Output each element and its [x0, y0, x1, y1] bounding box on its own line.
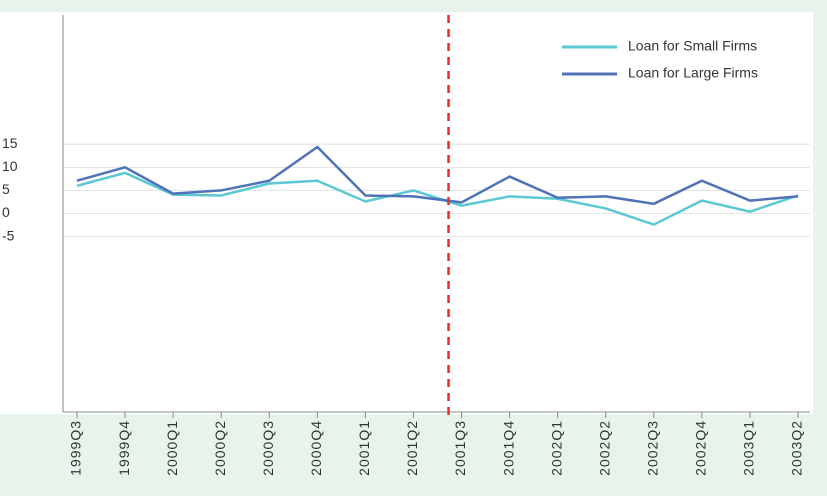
x-tick-label: 2002Q1 — [548, 420, 564, 476]
series-line — [76, 145, 799, 206]
legend-label: Loan for Small Firms — [628, 38, 757, 54]
x-tick-label: 1999Q3 — [68, 420, 84, 476]
x-tick-label: 2002Q4 — [693, 420, 709, 476]
x-tick-label: 2003Q2 — [789, 420, 805, 476]
x-tick-label: 2002Q3 — [645, 420, 661, 476]
x-tick-label: 2001Q2 — [404, 420, 420, 476]
x-tick-label: 2001Q4 — [500, 420, 516, 476]
series-line — [76, 171, 799, 226]
x-tick-label: 1999Q4 — [116, 420, 132, 476]
y-tick-label: 10 — [2, 158, 18, 174]
legend-label: Loan for Large Firms — [628, 65, 758, 81]
x-tick-label: 2002Q2 — [596, 420, 612, 476]
x-tick-label: 2000Q4 — [308, 420, 324, 476]
y-tick-label: -5 — [2, 227, 15, 243]
x-tick-label: 2003Q1 — [741, 420, 757, 476]
y-tick-label: 15 — [2, 135, 18, 151]
x-tick-label: 2001Q3 — [452, 420, 468, 476]
y-tick-label: 5 — [2, 181, 10, 197]
x-tick-label: 2000Q3 — [260, 420, 276, 476]
x-tick-label: 2000Q1 — [164, 420, 180, 476]
x-tick-label: 2001Q1 — [356, 420, 372, 476]
y-tick-label: 0 — [2, 204, 10, 220]
x-tick-label: 2000Q2 — [212, 420, 228, 476]
